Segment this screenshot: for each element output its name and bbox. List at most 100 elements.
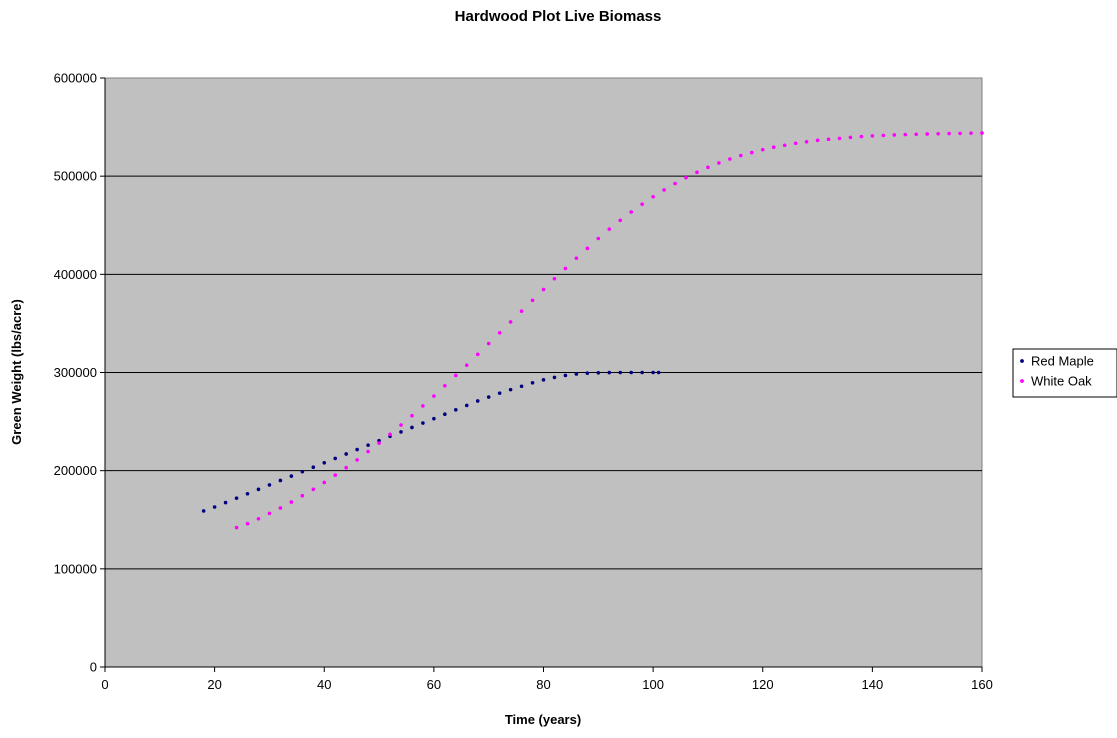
data-point	[815, 138, 820, 143]
x-tick-label: 80	[536, 677, 550, 692]
x-tick-label: 120	[752, 677, 774, 692]
data-point	[399, 430, 403, 434]
data-point	[289, 474, 294, 478]
x-tick-label: 40	[317, 677, 331, 692]
y-tick-label: 0	[90, 660, 97, 675]
data-point	[289, 500, 294, 504]
data-point	[486, 341, 491, 346]
data-point	[300, 469, 305, 474]
data-point	[717, 161, 721, 165]
data-point	[245, 521, 250, 526]
data-point	[486, 395, 491, 399]
data-point	[771, 145, 776, 150]
data-point	[826, 137, 831, 142]
data-point	[497, 330, 502, 335]
data-point	[969, 131, 973, 135]
data-point	[739, 153, 743, 158]
data-point	[530, 298, 535, 303]
data-point	[464, 403, 469, 408]
data-point	[585, 371, 590, 375]
data-point	[629, 370, 633, 375]
data-point	[541, 378, 546, 382]
data-point	[344, 465, 348, 470]
data-point	[629, 210, 633, 214]
data-point	[695, 170, 699, 175]
data-point	[563, 373, 568, 378]
legend: Red Maple White Oak	[1012, 348, 1117, 398]
y-axis-ticks: 0 100000 200000 300000 400000 500000 600000	[54, 71, 105, 675]
data-point	[640, 202, 644, 206]
data-point	[519, 384, 524, 389]
data-point	[793, 141, 798, 146]
data-point	[267, 483, 272, 487]
legend-marker	[1020, 379, 1024, 383]
y-tick-label: 600000	[54, 71, 97, 86]
y-tick-label: 200000	[54, 463, 97, 478]
data-point	[574, 256, 579, 260]
legend-marker	[1020, 359, 1024, 363]
data-point	[640, 370, 644, 375]
data-point	[925, 132, 929, 136]
data-point	[651, 194, 655, 199]
data-point	[399, 423, 403, 427]
y-tick-label: 500000	[54, 169, 97, 184]
data-point	[508, 387, 513, 392]
data-point	[892, 133, 897, 137]
data-point	[914, 132, 919, 137]
data-point	[475, 399, 480, 403]
data-point	[355, 458, 359, 462]
x-tick-label: 0	[101, 677, 108, 692]
data-point	[804, 140, 809, 144]
data-point	[607, 227, 612, 231]
data-point	[618, 218, 623, 223]
data-point	[410, 425, 414, 430]
data-point	[267, 511, 272, 516]
data-point	[432, 394, 436, 398]
data-point	[464, 363, 469, 367]
data-point	[311, 487, 316, 492]
legend-label: White Oak	[1031, 374, 1092, 389]
data-point	[903, 132, 908, 137]
data-point	[530, 381, 535, 385]
data-point	[443, 383, 447, 388]
x-tick-label: 140	[862, 677, 884, 692]
data-point	[596, 236, 601, 241]
data-point	[541, 287, 546, 292]
data-point	[947, 131, 951, 136]
data-point	[223, 500, 228, 505]
data-point	[234, 525, 239, 530]
data-point	[355, 447, 359, 452]
data-point	[848, 135, 853, 140]
data-point	[760, 147, 765, 152]
data-point	[256, 487, 261, 492]
data-point	[552, 375, 557, 380]
data-point	[421, 421, 425, 425]
data-point	[322, 461, 327, 465]
data-point	[607, 370, 612, 375]
data-point	[728, 157, 732, 161]
data-point	[859, 134, 864, 139]
data-point	[322, 480, 327, 485]
data-point	[344, 452, 348, 456]
data-point	[497, 391, 502, 395]
data-point	[300, 493, 305, 498]
data-point	[388, 432, 392, 437]
data-point	[508, 320, 513, 324]
data-point	[980, 131, 984, 135]
data-point	[684, 175, 688, 180]
data-point	[454, 408, 458, 412]
y-tick-label: 300000	[54, 365, 97, 380]
data-point	[519, 309, 524, 313]
series-layer	[201, 131, 984, 530]
data-point	[366, 449, 370, 454]
x-tick-label: 160	[971, 677, 993, 692]
data-point	[574, 372, 579, 376]
data-point	[366, 443, 370, 447]
gridlines	[105, 175, 982, 570]
x-tick-label: 20	[207, 677, 221, 692]
data-point	[256, 516, 261, 521]
y-tick-label: 100000	[54, 561, 97, 576]
data-point	[662, 188, 666, 192]
series-white-oak	[234, 131, 984, 530]
